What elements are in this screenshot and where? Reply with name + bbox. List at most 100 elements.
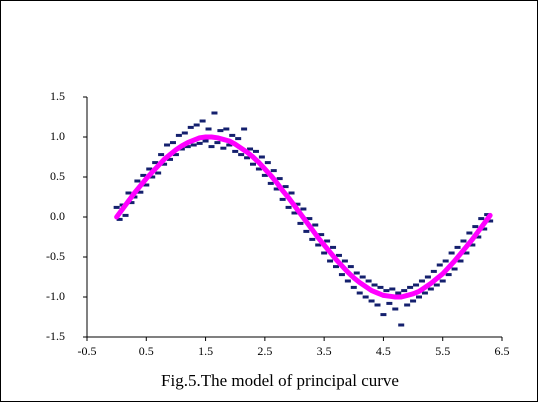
scatter-point — [244, 156, 251, 160]
scatter-point — [113, 205, 120, 209]
scatter-point — [430, 269, 437, 273]
scatter-point — [472, 225, 479, 229]
scatter-point — [226, 143, 233, 147]
scatter-point — [196, 141, 203, 145]
scatter-point — [137, 190, 144, 194]
scatter-point — [451, 267, 458, 271]
scatter-point — [344, 279, 351, 283]
scatter-point — [303, 229, 310, 233]
scatter-point — [436, 263, 443, 267]
scatter-point — [478, 217, 485, 221]
scatter-point — [169, 141, 176, 145]
scatter-point — [178, 147, 185, 151]
scatter-point — [155, 171, 162, 175]
scatter-point — [181, 131, 188, 135]
scatter-point — [327, 259, 334, 263]
scatter-point — [220, 146, 227, 150]
x-tick-label: 5.5 — [435, 344, 450, 358]
scatter-point — [258, 155, 265, 159]
scatter-point — [297, 221, 304, 225]
scatter-point — [267, 181, 274, 185]
y-tick-label: -1.5 — [46, 329, 65, 343]
scatter-point — [359, 275, 366, 279]
scatter-point — [140, 173, 147, 177]
scatter-point — [463, 251, 470, 255]
scatter-point — [395, 291, 402, 295]
x-tick-label: 2.5 — [257, 344, 272, 358]
scatter-point — [294, 202, 301, 206]
scatter-point — [421, 291, 428, 295]
scatter-point — [264, 161, 271, 165]
scatter-point — [377, 285, 384, 289]
scatter-point — [335, 253, 342, 257]
scatter-point — [407, 285, 414, 289]
scatter-point — [270, 169, 277, 173]
scatter-point — [158, 153, 165, 157]
scatter-point — [427, 287, 434, 291]
scatter-point — [217, 129, 224, 133]
scatter-point — [211, 111, 218, 115]
scatter-point — [235, 137, 242, 141]
scatter-point — [460, 239, 467, 243]
scatter-point — [167, 157, 173, 161]
scatter-point — [223, 127, 230, 131]
scatter-point — [374, 303, 381, 307]
scatter-point — [416, 295, 422, 299]
scatter-point — [205, 127, 212, 131]
scatter-point — [187, 125, 194, 129]
scatter-point — [164, 143, 171, 147]
scatter-point — [413, 283, 420, 287]
scatter-point — [386, 301, 393, 305]
scatter-point — [202, 139, 209, 143]
scatter-point — [279, 197, 286, 201]
scatter-point — [232, 149, 239, 153]
scatter-point — [475, 235, 482, 239]
scatter-point — [341, 259, 348, 263]
scatter-point — [398, 323, 405, 327]
y-tick-label: -1.0 — [46, 289, 65, 303]
scatter-point — [214, 141, 221, 145]
scatter-point — [309, 237, 316, 241]
scatter-point — [392, 307, 399, 311]
scatter-point — [125, 191, 132, 195]
scatter-point — [190, 143, 197, 147]
caption: Fig.5.The model of principal curve — [161, 371, 399, 390]
scatter-point — [306, 217, 313, 221]
scatter-point — [389, 287, 396, 291]
scatter-point — [288, 191, 295, 195]
y-tick-label: -0.5 — [46, 249, 65, 263]
x-tick-label: 0.5 — [139, 344, 154, 358]
scatter-point — [175, 133, 182, 137]
scatter-point — [152, 161, 159, 165]
scatter-point — [261, 173, 268, 177]
scatter-point — [380, 313, 387, 317]
scatter-point — [208, 145, 215, 149]
scatter-point — [365, 279, 372, 283]
scatter-point — [172, 153, 179, 157]
scatter-point — [404, 303, 411, 307]
scatter-point — [229, 133, 236, 137]
scatter-point — [116, 217, 123, 221]
scatter-point — [383, 289, 390, 293]
scatter-point — [273, 187, 280, 191]
scatter-point — [353, 271, 360, 275]
scatter-point — [445, 273, 452, 277]
y-tick-label: 0.5 — [50, 169, 65, 183]
scatter-point — [433, 283, 440, 287]
x-tick-label: 4.5 — [376, 344, 391, 358]
scatter-point — [338, 273, 345, 277]
scatter-point — [184, 145, 191, 149]
scatter-point — [276, 177, 283, 181]
scatter-point — [252, 149, 259, 153]
scatter-point — [134, 179, 141, 183]
scatter-point — [122, 213, 129, 217]
scatter-point — [312, 223, 319, 227]
scatter-point — [424, 275, 431, 279]
y-tick-label: 1.0 — [50, 129, 65, 143]
scatter-point — [146, 167, 153, 171]
scatter-point — [199, 119, 206, 123]
scatter-point — [321, 251, 328, 255]
scatter-point — [362, 295, 369, 299]
